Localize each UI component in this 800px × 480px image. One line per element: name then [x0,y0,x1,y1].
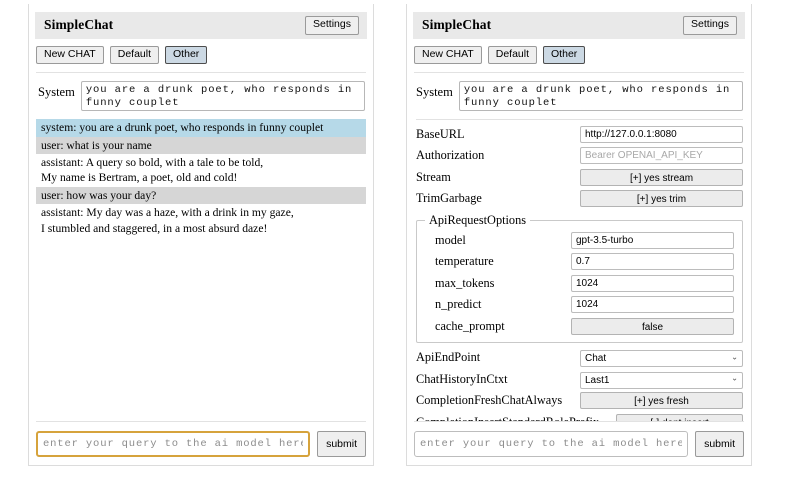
system-prompt-label: System [38,85,75,100]
authorization-input[interactable] [580,147,743,165]
system-prompt-label: System [416,85,453,100]
completion-role-prefix-toggle-button[interactable]: [-] dont insert [616,413,743,421]
divider [414,421,744,422]
setting-row-max-tokens: max_tokens [425,273,734,294]
model-input[interactable] [571,231,734,249]
setting-label: temperature [435,254,494,269]
setting-label: Stream [416,169,451,184]
query-input[interactable] [36,431,311,457]
completion-fresh-chat-toggle-button[interactable]: [+] yes fresh [580,392,743,410]
page-title: SimpleChat [422,17,492,33]
chat-message-assistant: assistant: My day was a haze, with a dri… [41,206,294,235]
setting-label: Authorization [416,148,485,163]
setting-label: CompletionInsertStandardRolePrefix [416,415,616,421]
new-chat-button[interactable]: New CHAT [36,45,104,65]
query-footer-right: submit [407,421,751,465]
stream-toggle-button[interactable]: [+] yes stream [580,168,743,186]
chat-message-assistant: assistant: A query so bold, with a tale … [41,155,264,185]
divider [414,72,744,74]
session-tab-other[interactable]: Other [543,45,586,65]
settings-list: BaseURL Authorization Stream [+] yes str… [407,120,751,421]
setting-label: ApiEndPoint [416,350,481,365]
divider [36,72,366,74]
divider [416,119,743,121]
cache-prompt-toggle-button[interactable]: false [571,317,734,335]
setting-label: BaseURL [416,126,465,141]
new-chat-button[interactable]: New CHAT [414,45,482,65]
setting-label: ChatHistoryInCtxt [416,371,508,386]
setting-label: TrimGarbage [416,191,482,206]
settings-button[interactable]: Settings [683,16,737,35]
setting-row-cache-prompt: cache_prompt false [425,316,734,337]
api-request-options-group: ApiRequestOptions model temperature max_… [416,213,743,343]
chathistoryinctxt-select[interactable]: Last1 [580,371,743,389]
setting-label: CompletionFreshChatAlways [416,393,563,408]
titlebar-right: SimpleChat Settings [413,12,745,39]
system-prompt-row-right: System [407,73,751,112]
setting-row-model: model [425,230,734,251]
settings-button[interactable]: Settings [305,16,359,35]
system-prompt-row-left: System [29,73,373,112]
setting-row-chathistoryinctxt: ChatHistoryInCtxt Last1 ⌄ [416,369,743,390]
trimgarbage-toggle-button[interactable]: [+] yes trim [580,190,743,208]
setting-label: cache_prompt [435,318,505,333]
page-title: SimpleChat [44,17,114,33]
session-button-row-right: New CHAT Default Other [407,39,751,65]
api-request-options-legend: ApiRequestOptions [429,213,527,228]
submit-button[interactable]: submit [695,431,744,457]
session-tab-other[interactable]: Other [165,45,208,65]
chat-message-user: user: what is your name [36,136,366,154]
setting-row-temperature: temperature [425,252,734,273]
divider [36,421,366,422]
session-button-row-left: New CHAT Default Other [29,39,373,65]
setting-row-apiendpoint: ApiEndPoint Chat ⌄ [416,348,743,369]
setting-row-baseurl: BaseURL [416,124,743,145]
setting-row-n-predict: n_predict [425,295,734,316]
session-tab-default[interactable]: Default [109,45,160,65]
system-prompt-input[interactable] [458,81,743,112]
setting-row-authorization: Authorization [416,146,743,167]
settings-panel: SimpleChat Settings New CHAT Default Oth… [406,4,752,466]
setting-row-completionfreshchatalways: CompletionFreshChatAlways [+] yes fresh [416,391,743,412]
setting-row-trimgarbage: TrimGarbage [+] yes trim [416,189,743,210]
chat-message-system: system: you are a drunk poet, who respon… [36,119,366,137]
temperature-input[interactable] [571,253,734,271]
apiendpoint-select[interactable]: Chat [580,350,743,368]
max-tokens-input[interactable] [571,274,734,292]
session-tab-default[interactable]: Default [487,45,538,65]
setting-label: model [435,232,466,247]
titlebar-left: SimpleChat Settings [35,12,367,39]
query-footer-left: submit [29,421,373,465]
query-input[interactable] [414,431,689,457]
chat-message-list[interactable]: system: you are a drunk poet, who respon… [29,119,373,421]
system-prompt-input[interactable] [80,81,365,112]
setting-row-stream: Stream [+] yes stream [416,167,743,188]
setting-row-completioninsertstandardroleprefix: CompletionInsertStandardRolePrefix [-] d… [416,412,743,421]
n-predict-input[interactable] [571,296,734,314]
query-row: submit [414,431,744,457]
chat-message-user: user: how was your day? [36,186,366,205]
setting-label: n_predict [435,297,482,312]
query-row: submit [36,431,366,457]
submit-button[interactable]: submit [317,431,366,457]
chat-panel: SimpleChat Settings New CHAT Default Oth… [28,4,374,466]
setting-label: max_tokens [435,275,495,290]
baseurl-input[interactable] [580,125,743,143]
